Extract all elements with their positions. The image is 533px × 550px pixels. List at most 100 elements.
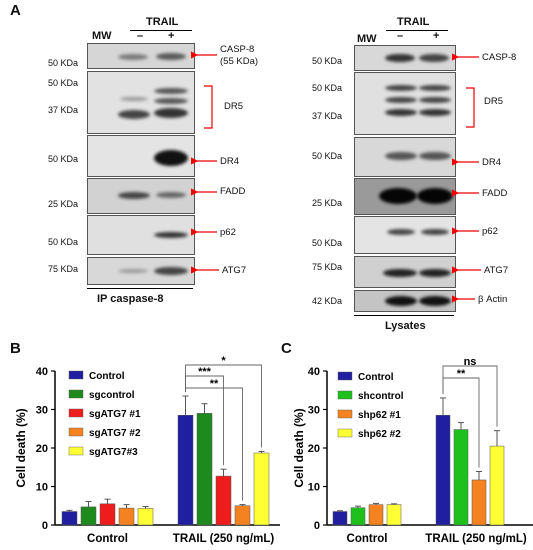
chart-b-ylabel: Cell death (%) [14, 408, 28, 487]
chart-c-bar-1-2 [471, 479, 487, 526]
chart-c-legend-label-3: shp62 #2 [358, 429, 401, 440]
chart-c-sig-label-0: ns [464, 356, 477, 368]
blot-left-fadd-label: FADD [220, 186, 246, 197]
chart-b-legend-swatch-0 [68, 370, 84, 380]
chart-c-ytick-label-30: 30 [308, 405, 320, 417]
chart-b-bar-1-4 [253, 452, 270, 526]
blot-left-dr5-mw-50: 50 KDa [48, 78, 79, 88]
chart-b-legend-label-3: sgATG7 #2 [89, 428, 141, 439]
blot-right-dr4-label: DR4 [482, 157, 502, 168]
chart-c-ytick-label-40: 40 [308, 366, 320, 378]
blot-right-caption: Lysates [385, 320, 426, 332]
blot-left-arrows [191, 51, 219, 274]
blot-right-mw-header: MW [357, 33, 377, 45]
chart-c-legend-swatch-3 [337, 428, 353, 438]
chart-c-legend-swatch-0 [337, 371, 353, 381]
chart-c-legend-label-1: shcontrol [358, 391, 404, 402]
chart-b-sig-label-2: ** [210, 378, 219, 390]
blot-right-actin-mw: 42 KDa [312, 296, 343, 306]
blot-right-fadd-mw: 25 KDa [312, 198, 343, 208]
blot-right-dr5-label: DR5 [484, 96, 504, 107]
blot-left-mw-header: MW [92, 30, 112, 42]
chart-c-sig-bracket-1 [442, 377, 480, 468]
chart-c-legend-label-0: Control [358, 372, 394, 383]
chart-c-category-1: TRAIL (250 ng/mL) [425, 533, 527, 545]
panel-letter-b: B [10, 340, 21, 357]
chart-c-bar-0-1 [350, 507, 366, 526]
chart-b-sig-label-1: *** [198, 366, 212, 378]
chart-c-ytick-label-20: 20 [308, 443, 320, 455]
chart-c-legend-swatch-1 [337, 390, 353, 400]
chart-b-bar-1-3 [234, 505, 251, 526]
blot-right-p62-mw: 50 KDa [312, 238, 343, 248]
chart-c-bar-1-3 [489, 445, 505, 526]
blot-left-treatment-line [130, 30, 192, 31]
blot-right-treatment-line [386, 30, 448, 31]
chart-c-ytick-label-0: 0 [314, 520, 320, 532]
chart-b-bar-0-2 [99, 503, 116, 526]
blot-right-atg7-label: ATG7 [484, 265, 509, 276]
blot-left-p62-mw: 50 KDa [48, 237, 79, 247]
chart-b-sig-bracket-1 [185, 375, 224, 466]
chart-b-legend-label-2: sgATG7 #1 [89, 409, 141, 420]
chart-c-sig-bracket-0 [442, 365, 498, 427]
blot-left-casp8-sub: (55 KDa) [220, 56, 259, 67]
blot-left-caption: IP caspase-8 [97, 293, 164, 305]
chart-b-ytick-label-20: 20 [36, 443, 48, 455]
chart-b-legend-label-4: sgATG7#3 [89, 447, 138, 458]
blot-right-actin [354, 290, 456, 312]
blot-right-dr4 [354, 137, 456, 177]
blot-left-fadd [87, 178, 195, 214]
chart-c-category-0: Control [347, 533, 388, 545]
chart-c-bar-0-3 [386, 504, 402, 526]
chart-b-legend-swatch-1 [68, 389, 84, 399]
blot-right-casp8-mw: 50 KDa [312, 56, 343, 66]
blot-left-dr5-label: DR5 [224, 101, 244, 112]
chart-b-bar-1-0 [177, 415, 194, 526]
blot-left-p62 [87, 215, 195, 255]
blot-left-minus: – [137, 30, 144, 42]
chart-b-bar-1-1 [196, 413, 213, 526]
chart-b-bar-0-4 [137, 508, 154, 526]
blot-right-p62-label: p62 [482, 226, 498, 237]
chart-c-sig-label-1: ** [457, 368, 466, 380]
blot-right-p62 [354, 216, 456, 254]
blot-right-atg7 [354, 256, 456, 288]
blot-left-fadd-mw: 25 KDa [48, 199, 79, 209]
panel-letter-c: C [281, 340, 292, 357]
blot-left-p62-label: p62 [220, 227, 236, 238]
blot-left-plus: + [168, 30, 175, 42]
blot-left-dr4 [87, 135, 195, 177]
chart-b-ytick-label-40: 40 [36, 366, 48, 378]
chart-b-bar-1-2 [215, 475, 232, 526]
chart-b-legend-swatch-3 [68, 427, 84, 437]
blot-left-casp8-label: CASP-8 [220, 44, 255, 55]
chart-b: 0 10 20 30 40 Cell death (%) Control TRAIL (250… [14, 355, 280, 545]
chart-b-legend-label-0: Control [89, 371, 125, 382]
chart-c: 0 10 20 30 40 Cell death (%) Control TRAIL (250… [292, 356, 533, 545]
blot-right-dr5-mw-37: 37 KDa [312, 111, 343, 121]
chart-b-bar-0-3 [118, 507, 135, 526]
chart-c-ylabel: Cell death (%) [292, 408, 306, 487]
panel-letter-a: A [10, 2, 21, 19]
blot-right-casp8-label: CASP-8 [482, 52, 517, 63]
blot-right-fadd [354, 178, 456, 215]
blot-left-dr4-mw: 50 KDa [48, 154, 79, 164]
chart-c-legend-swatch-2 [337, 409, 353, 419]
blot-left-atg7 [87, 257, 195, 285]
blot-right-treatment: TRAIL [397, 16, 430, 28]
blot-left-atg7-label: ATG7 [222, 265, 247, 276]
chart-c-bar-0-0 [332, 511, 348, 526]
chart-b-bar-0-0 [61, 511, 78, 526]
chart-b-legend-swatch-2 [68, 408, 84, 418]
chart-b-bar-0-1 [80, 506, 97, 526]
blot-right-fadd-label: FADD [482, 188, 508, 199]
chart-b-ytick-label-0: 0 [42, 520, 48, 532]
blot-right-arrows [452, 53, 481, 303]
chart-b-category-1: TRAIL (250 ng/mL) [173, 533, 275, 545]
blot-right-dr5-mw-50: 50 KDa [312, 83, 343, 93]
chart-c-bar-1-0 [435, 415, 451, 526]
chart-b-sig-bracket-2 [185, 387, 243, 501]
chart-c-bar-1-1 [453, 429, 469, 526]
blot-right-casp8 [354, 45, 456, 71]
